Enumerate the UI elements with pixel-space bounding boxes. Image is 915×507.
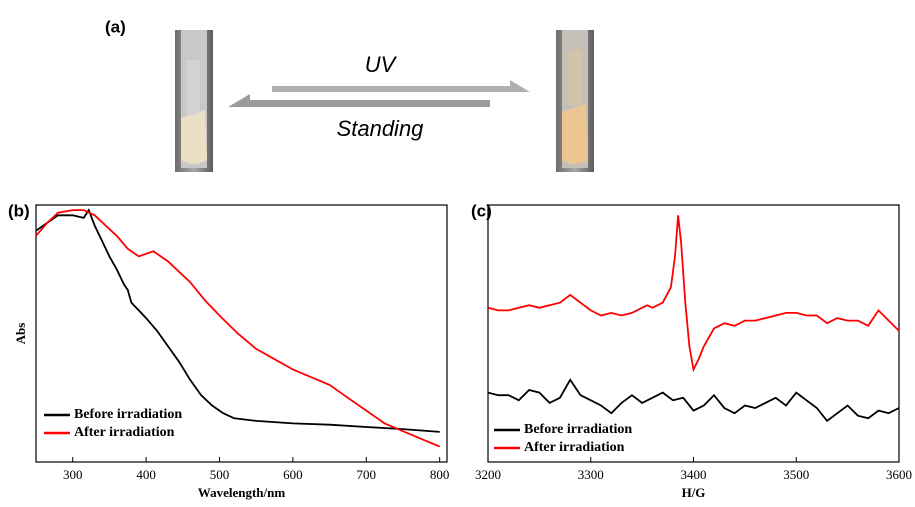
data-line <box>487 378 900 423</box>
data-line <box>487 215 900 373</box>
panel-label: (c) <box>471 201 492 220</box>
x-tick-label: 3400 <box>681 467 707 482</box>
x-tick-label: 3200 <box>475 467 501 482</box>
legend-label: After irradiation <box>524 440 625 455</box>
x-axis-label: H/G <box>682 485 706 500</box>
legend-label: Before irradiation <box>524 422 632 437</box>
panel-label: (a) <box>105 17 126 36</box>
arrow-label: UV <box>365 52 398 77</box>
x-tick-label: 400 <box>136 467 156 482</box>
panel-label: (b) <box>8 201 30 220</box>
tube-photo-after <box>556 30 594 172</box>
x-axis-label: Wavelength/nm <box>198 485 286 500</box>
arrow-label: Standing <box>337 116 425 141</box>
plot-frame <box>35 204 448 463</box>
data-line <box>35 209 441 448</box>
x-tick-label: 3500 <box>783 467 809 482</box>
legend-label: After irradiation <box>74 425 175 440</box>
arrows <box>228 80 530 107</box>
data-line <box>35 208 440 433</box>
x-tick-label: 600 <box>283 467 303 482</box>
tube-photo-before <box>175 30 213 172</box>
x-tick-label: 300 <box>63 467 83 482</box>
x-tick-label: 3300 <box>578 467 604 482</box>
x-tick-label: 500 <box>210 467 230 482</box>
legend-label: Before irradiation <box>74 407 182 422</box>
x-tick-label: 800 <box>430 467 450 482</box>
x-tick-label: 3600 <box>886 467 912 482</box>
y-axis-label: Abs <box>13 323 28 345</box>
x-tick-label: 700 <box>357 467 377 482</box>
